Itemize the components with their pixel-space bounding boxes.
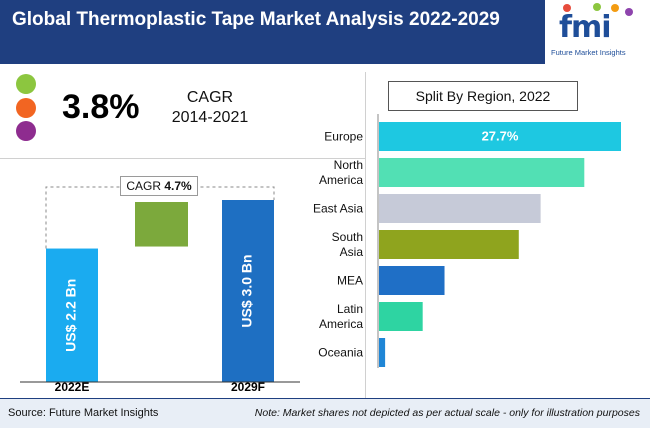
footer-source: Source: Future Market Insights [8,407,159,419]
logo-dot-4 [625,8,633,16]
region-bar-europe [379,122,621,151]
header-banner: Global Thermoplastic Tape Market Analysi… [0,0,650,64]
logo-subtitle: Future Market Insights [551,48,626,57]
region-bar-mea [379,266,445,295]
page-title: Global Thermoplastic Tape Market Analysi… [12,9,500,30]
cagr-annotation-value: 4.7% [164,179,192,193]
market-bar-value-label: US$ 2.2 Bn [63,279,79,352]
region-label: Europe [324,130,363,144]
market-size-chart: US$ 2.2 Bn 2022E US$ 3.0 Bn 2029F [20,186,300,394]
logo-dot-1 [563,4,571,12]
year-label: 2029F [231,380,265,394]
cagr-annotation-label: CAGR [126,179,161,193]
region-bar-north-america [379,158,585,187]
cagr-value: 3.8% [62,88,140,126]
kpi-dot-purple [16,121,36,141]
region-bar-data-label: 27.7% [482,129,519,144]
region-label: Latin [337,302,363,316]
kpi-dot-green [16,74,36,94]
increment-bar [135,202,188,247]
logo-dot-3 [611,4,619,12]
region-label: South [332,230,363,244]
region-bar-latin-america [379,302,423,331]
cagr-period: 2014-2021 [171,109,249,126]
region-bar-east-asia [379,194,541,223]
region-label: America [319,173,363,187]
market-bar-value-label: US$ 3.0 Bn [239,254,255,327]
year-label: 2022E [55,380,90,394]
cagr-annotation: CAGR 4.7% [120,176,198,196]
logo-dot-2 [593,3,601,11]
region-bar-oceania [379,338,386,367]
region-chart-title: Split By Region, 2022 [388,81,578,111]
region-label: MEA [337,274,363,288]
region-label: America [319,317,363,331]
divider-horizontal [0,158,365,159]
footer: Source: Future Market Insights Note: Mar… [0,398,650,428]
region-bar-south-asia [379,230,519,259]
region-label: Asia [340,245,364,259]
cagr-label: CAGR [186,89,234,106]
market-bar-2022E [46,248,98,382]
region-label: East Asia [313,202,363,216]
region-label: Oceania [318,346,363,360]
footer-note: Note: Market shares not depicted as per … [254,407,640,419]
logo-letters: fmi [559,10,612,45]
divider-vertical [365,72,366,398]
region-label: North [334,158,363,172]
fmi-logo: fmi Future Market Insights [545,0,650,64]
market-bar-2029F [222,200,274,382]
kpi-dot-orange [16,98,36,118]
